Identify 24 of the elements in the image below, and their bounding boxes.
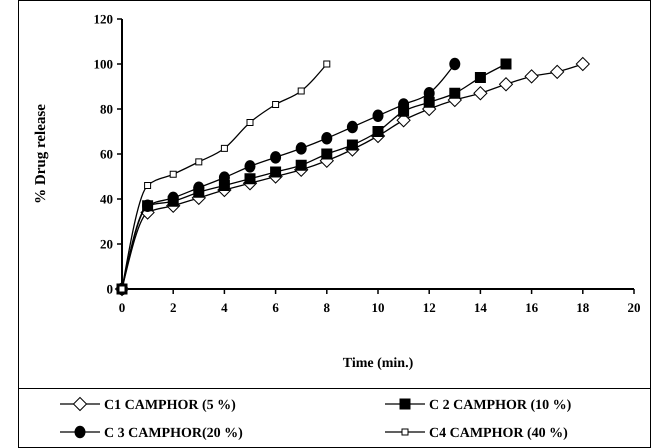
x-tick-label: 0 (118, 300, 126, 315)
x-tick-label: 6 (272, 300, 280, 315)
y-tick-label: 40 (100, 192, 113, 206)
x-tick-label: 16 (525, 300, 539, 315)
x-tick-label: 8 (324, 300, 331, 315)
legend-label: C 3 CAMPHOR(20 %) (104, 426, 244, 441)
legend-label: C 2 CAMPHOR (10 %) (429, 398, 572, 413)
x-tick-label: 18 (576, 300, 590, 315)
x-tick-label: 4 (221, 300, 228, 315)
x-tick-label: 12 (422, 300, 436, 315)
y-tick-label: 80 (100, 102, 113, 116)
x-tick-label: 10 (372, 300, 384, 315)
y-tick-label: 20 (100, 236, 113, 252)
x-tick-label: 2 (170, 300, 176, 315)
legend-label: C4 CAMPHOR (40 %) (429, 426, 568, 441)
y-tick-label: 60 (100, 146, 113, 162)
x-axis-title: Time (min.) (342, 356, 414, 371)
legend-label: C1 CAMPHOR (5 %) (104, 398, 236, 413)
y-tick-label: 100 (94, 56, 113, 72)
x-tick-label: 20 (628, 300, 640, 315)
y-axis-title: % Drug release (33, 104, 49, 204)
y-tick-label: 120 (94, 12, 113, 26)
y-tick-label: 0 (106, 282, 113, 296)
x-tick-label: 14 (474, 300, 488, 315)
